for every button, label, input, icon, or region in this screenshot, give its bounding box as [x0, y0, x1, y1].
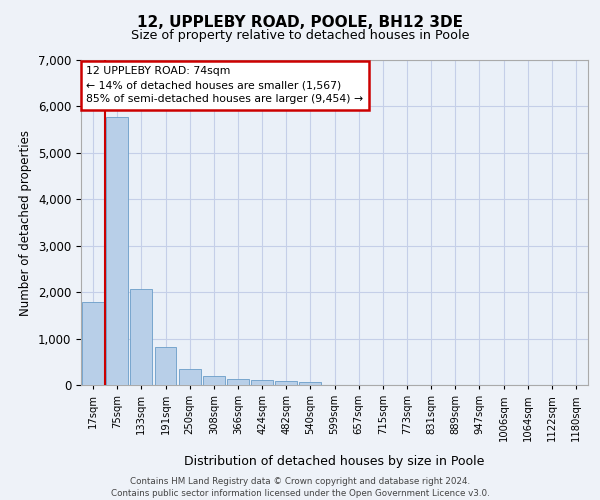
- Text: Contains HM Land Registry data © Crown copyright and database right 2024.: Contains HM Land Registry data © Crown c…: [130, 478, 470, 486]
- Text: Size of property relative to detached houses in Poole: Size of property relative to detached ho…: [131, 29, 469, 42]
- Bar: [82, 302, 104, 385]
- Bar: [106, 117, 128, 385]
- Bar: [155, 347, 176, 385]
- Bar: [179, 369, 200, 385]
- Bar: [275, 380, 297, 385]
- Bar: [251, 380, 273, 385]
- Text: 12, UPPLEBY ROAD, POOLE, BH12 3DE: 12, UPPLEBY ROAD, POOLE, BH12 3DE: [137, 15, 463, 30]
- X-axis label: Distribution of detached houses by size in Poole: Distribution of detached houses by size …: [184, 454, 485, 468]
- Bar: [130, 290, 152, 385]
- Text: 12 UPPLEBY ROAD: 74sqm
← 14% of detached houses are smaller (1,567)
85% of semi-: 12 UPPLEBY ROAD: 74sqm ← 14% of detached…: [86, 66, 363, 104]
- Bar: [227, 380, 249, 385]
- Bar: [299, 382, 321, 385]
- Y-axis label: Number of detached properties: Number of detached properties: [19, 130, 32, 316]
- Bar: [203, 376, 224, 385]
- Text: Contains public sector information licensed under the Open Government Licence v3: Contains public sector information licen…: [110, 489, 490, 498]
